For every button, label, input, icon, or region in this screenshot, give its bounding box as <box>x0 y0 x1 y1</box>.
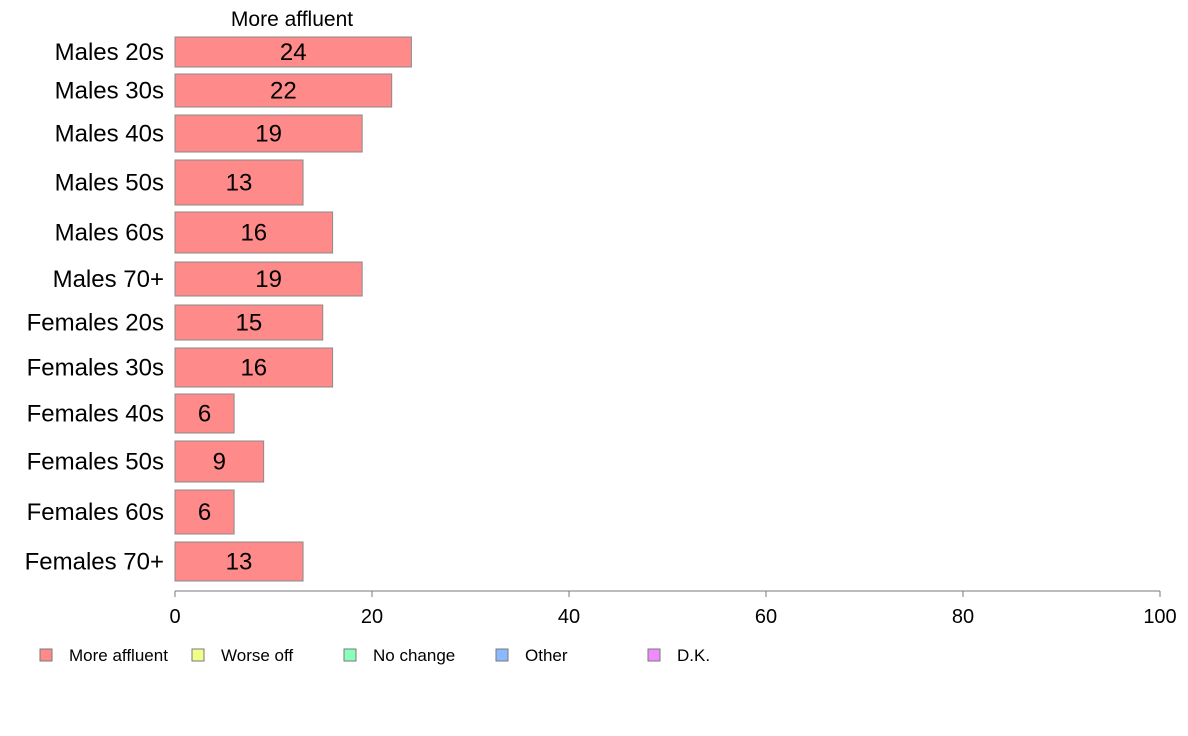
bar <box>174 211 334 254</box>
bar-value-label: 24 <box>280 39 307 66</box>
x-tick-label: 40 <box>558 606 580 628</box>
bar <box>174 261 363 297</box>
bar <box>174 393 235 434</box>
category-label: Males 40s <box>55 121 164 148</box>
bar-value-label: 22 <box>270 78 297 105</box>
category-labels: Males 20s Males 30s Males 40s Males 50s Male… <box>25 39 164 576</box>
bar <box>174 347 334 388</box>
bar-value-label: 16 <box>240 355 267 382</box>
category-label: Males 60s <box>55 220 164 247</box>
bar-value-label: 9 <box>213 449 226 476</box>
category-label: Females 30s <box>27 355 164 382</box>
bar <box>174 440 265 483</box>
bar <box>174 114 363 153</box>
legend-swatch <box>495 648 509 662</box>
bar <box>174 73 393 108</box>
bar <box>174 159 304 206</box>
chart-title: More affluent <box>231 8 353 31</box>
legend: More affluent Worse off No change Other D.K. <box>39 646 710 665</box>
legend-label: No change <box>373 646 455 665</box>
category-label: Females 70+ <box>25 549 164 576</box>
legend-label: Worse off <box>221 646 293 665</box>
category-label: Males 30s <box>55 78 164 105</box>
legend-swatch <box>39 648 53 662</box>
legend-label: Other <box>525 646 568 665</box>
category-label: Females 50s <box>27 449 164 476</box>
bar-value-label: 15 <box>236 310 263 337</box>
x-tick-label: 20 <box>361 606 383 628</box>
bar <box>174 304 324 341</box>
category-label: Males 70+ <box>53 266 164 293</box>
category-label: Males 20s <box>55 39 164 66</box>
category-label: Females 60s <box>27 499 164 526</box>
bar-value-label: 6 <box>198 499 211 526</box>
bar-value-label: 13 <box>226 549 253 576</box>
legend-label: D.K. <box>677 646 710 665</box>
legend-swatch <box>191 648 205 662</box>
x-tick-label: 60 <box>755 606 777 628</box>
legend-swatch <box>343 648 357 662</box>
category-label: Females 40s <box>27 401 164 428</box>
bar-value-label: 19 <box>255 121 282 148</box>
bar <box>174 489 235 535</box>
bar-value-label: 6 <box>198 401 211 428</box>
bar-value-label: 19 <box>255 266 282 293</box>
category-label: Males 50s <box>55 170 164 197</box>
bar <box>174 36 412 68</box>
x-tick-label: 0 <box>169 606 180 628</box>
category-label: Females 20s <box>27 310 164 337</box>
bar <box>174 541 304 582</box>
x-tick-label: 100 <box>1143 606 1176 628</box>
bar-value-label: 13 <box>226 170 253 197</box>
x-tick-label: 80 <box>952 606 974 628</box>
bar-value-label: 16 <box>240 220 267 247</box>
legend-label: More affluent <box>69 646 168 665</box>
legend-swatch <box>647 648 661 662</box>
x-axis: 0 20 40 60 80 100 <box>169 590 1177 628</box>
